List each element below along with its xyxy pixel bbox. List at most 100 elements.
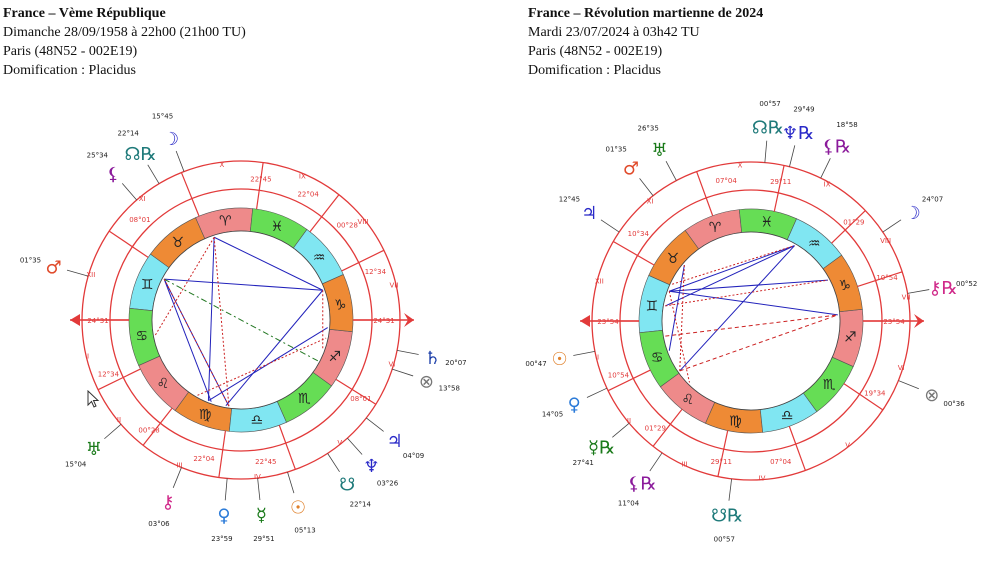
cusp-degree-label: 01°29 (645, 424, 666, 432)
house-numeral: XI (139, 195, 146, 203)
chart-header-left: France – Vème République Dimanche 28/09/… (3, 4, 246, 80)
aspect-line (163, 278, 212, 402)
house-cusp-line (97, 368, 141, 391)
zodiac-sign-glyph: ♉ (667, 251, 680, 267)
house-numeral: II (627, 417, 631, 425)
planet-degree-label: 29°51 (253, 535, 274, 543)
house-numeral: IV (254, 473, 261, 481)
house-cusp-line (831, 210, 866, 244)
house-cusp-line (773, 165, 785, 212)
house-numeral: VII (902, 293, 911, 301)
planet-degree-label: 22°14 (350, 501, 372, 509)
moon-icon: ☽ (905, 203, 921, 224)
house-cusp-line (788, 426, 806, 471)
planet-degree-label: 05°13 (294, 526, 315, 534)
aspect-line (163, 278, 230, 407)
cusp-degree-label: 10°54 (608, 372, 630, 380)
zodiac-sign-glyph: ♒ (313, 250, 326, 266)
house-numeral: XI (647, 198, 654, 206)
jupiter-icon: ♃ (387, 431, 403, 452)
zodiac-sign-glyph: ♐ (329, 349, 342, 365)
house-numeral: III (682, 460, 688, 468)
cusp-degree-label: 08°01 (129, 216, 150, 224)
house-numeral: XII (595, 277, 604, 285)
sun-icon: ☉ (290, 497, 306, 518)
inner-circle (661, 231, 841, 411)
house-cusp-line (607, 369, 651, 392)
planet-degree-label: 11°04 (618, 500, 640, 508)
house-numeral: IV (759, 475, 766, 483)
lilith-icon: ⚸ (106, 164, 119, 185)
chart-title: France – Vème République (3, 6, 166, 21)
cusp-degree-label: 29°11 (770, 178, 791, 186)
zodiac-sign-glyph: ♑ (334, 297, 347, 313)
planet-tick (573, 350, 595, 356)
zodiac-sign-glyph: ♋ (135, 329, 148, 345)
ascendant-degree-label: 24°31 (87, 317, 108, 325)
zodiac-sign-glyph: ♉ (171, 235, 184, 251)
planet-degree-label: 01°35 (20, 257, 41, 265)
house-numeral: X (738, 161, 743, 169)
zodiac-sign-glyph: ♐ (844, 330, 857, 346)
descendant-arrow-icon (914, 314, 924, 328)
aspect-line (213, 237, 230, 407)
aspect-line (164, 278, 323, 291)
house-numeral: I (597, 353, 599, 361)
planet-degree-label: 22°14 (118, 129, 140, 137)
aspect-line (672, 245, 795, 285)
planet-tick (121, 183, 137, 201)
aspect-line (679, 245, 795, 372)
cusp-degree-label: 08°01 (350, 395, 371, 403)
aspect-line (665, 314, 838, 337)
planet-degree-label: 27°41 (573, 459, 594, 467)
chart-date: Mardi 23/07/2024 à 03h42 TU (528, 25, 700, 40)
ascendant-arrow-icon (580, 315, 590, 327)
mercury-icon: ☿℞ (588, 437, 615, 458)
mars-icon: ♂ (45, 257, 61, 278)
house-cusp-line (613, 240, 655, 266)
cusp-degree-label: 07°04 (770, 458, 792, 466)
zodiac-sign-glyph: ♍ (199, 407, 212, 423)
planet-tick (257, 478, 261, 501)
zodiac-sign-glyph: ♍ (729, 413, 742, 429)
planet-degree-label: 26°35 (638, 125, 659, 133)
planet-degree-label: 20°07 (445, 359, 466, 367)
aspect-line (665, 279, 828, 307)
zodiac-sign-glyph: ♌ (157, 376, 170, 392)
house-numeral: VIII (358, 218, 369, 226)
planet-degree-label: 23°59 (211, 535, 232, 543)
house-numeral: XII (86, 271, 95, 279)
part-of-fortune-icon: ⊗ (924, 385, 939, 406)
zodiac-sign-glyph: ♈ (709, 220, 722, 236)
planet-tick (586, 387, 608, 398)
mercury-icon: ☿ (256, 505, 267, 526)
venus-icon: ♀ (568, 394, 581, 415)
jupiter-icon: ♃ (581, 203, 597, 224)
cusp-degree-label: 19°34 (864, 390, 886, 398)
planet-degree-label: 03°26 (377, 480, 399, 488)
planet-degree-label: 00°47 (525, 360, 546, 368)
chiron-icon: ⚷ (161, 492, 174, 513)
planet-tick (789, 145, 796, 167)
cusp-degree-label: 22°04 (297, 191, 319, 199)
cusp-degree-label: 29°11 (711, 458, 732, 466)
aspect-line (665, 245, 795, 307)
house-cusp-line (335, 378, 377, 405)
house-cusp-line (180, 172, 200, 217)
aspect-line (163, 278, 319, 362)
cusp-degree-label: 12°34 (365, 268, 387, 276)
moon-icon: ☽ (163, 129, 179, 150)
neptune-icon: ♆℞ (782, 123, 814, 144)
house-cusp-line (717, 430, 729, 477)
planet-tick (147, 164, 160, 184)
planet-tick (347, 437, 363, 455)
aspect-line (668, 291, 690, 383)
house-cusp-line (696, 171, 714, 216)
cusp-degree-label: 22°45 (255, 458, 276, 466)
part-of-fortune-icon: ⊗ (419, 371, 434, 392)
planet-tick (175, 150, 185, 172)
house-numeral: I (87, 352, 89, 360)
planet-degree-label: 01°35 (606, 145, 627, 153)
north-node-icon: ☊℞ (752, 118, 784, 139)
